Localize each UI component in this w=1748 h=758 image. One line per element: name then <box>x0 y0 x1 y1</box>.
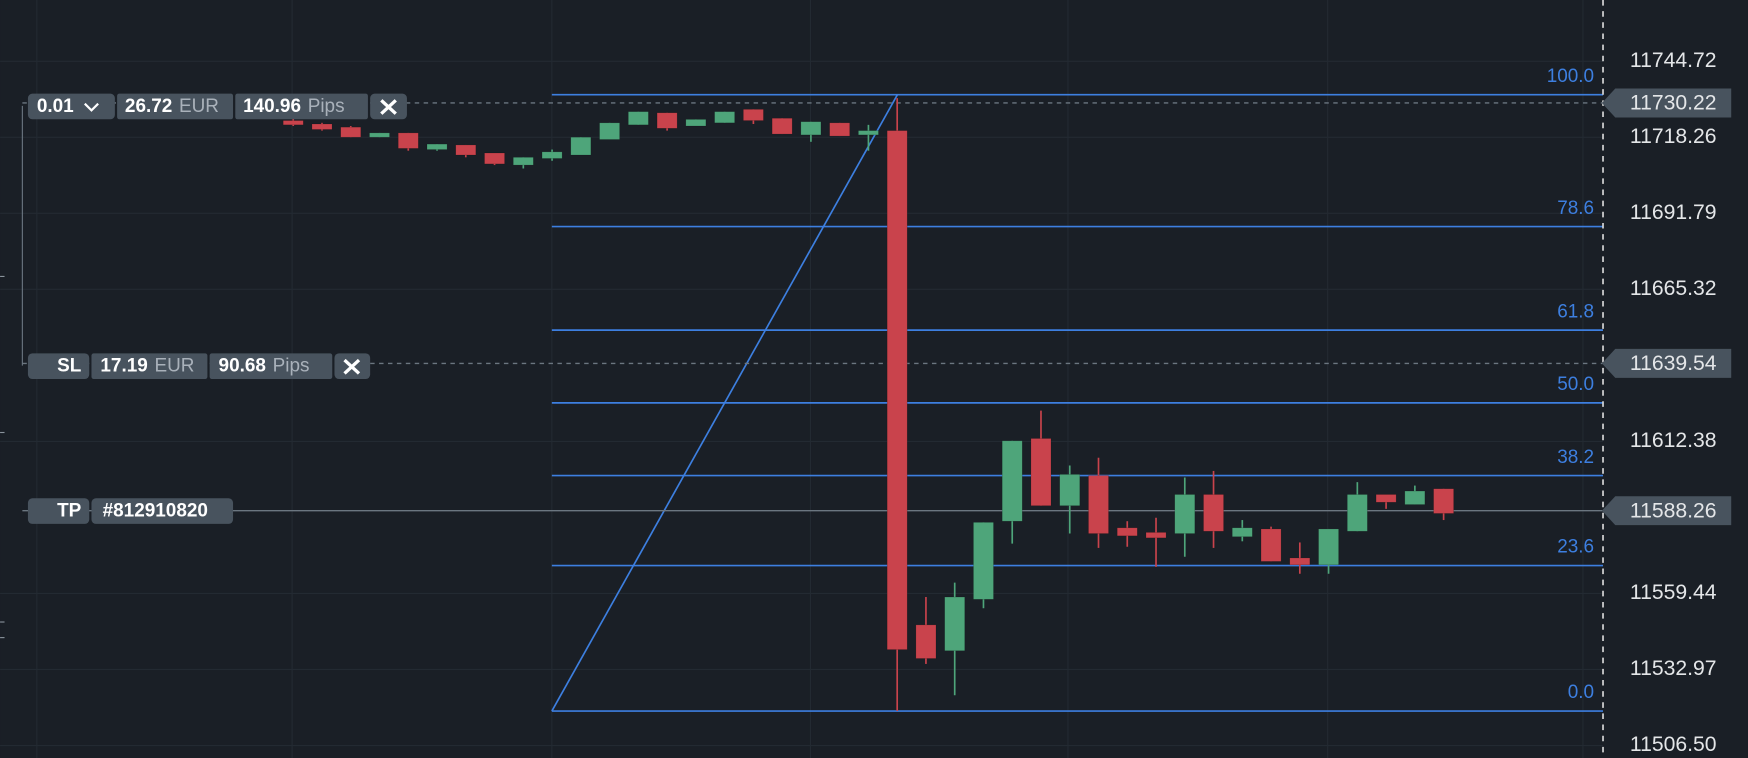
price-badge-label: 11639.54 <box>1630 352 1717 375</box>
candle-body <box>1059 474 1081 506</box>
tp-id: #812910820 <box>103 501 208 522</box>
y-tick-label: 11532.97 <box>1630 657 1717 680</box>
fib-level-label: 50.0 <box>1557 374 1594 395</box>
y-tick-label: 11691.79 <box>1630 201 1717 224</box>
fib-level-label: 78.6 <box>1557 198 1594 219</box>
candle-body <box>858 130 879 136</box>
candle-body <box>1088 475 1109 534</box>
profit-box <box>117 93 234 120</box>
price-badge <box>1601 88 1732 118</box>
sl-amount-value: 17.19 <box>100 356 147 377</box>
profit: 26.72 EUR <box>125 96 219 117</box>
profit-value: 26.72 <box>125 96 172 117</box>
candle-body <box>685 119 707 127</box>
pips: 140.96 Pips <box>243 96 344 117</box>
candle-body <box>455 144 477 156</box>
price-badge-label: 11730.22 <box>1630 92 1717 115</box>
candle-body <box>1404 490 1426 505</box>
candle-body <box>340 126 362 138</box>
candle-body <box>311 123 333 130</box>
candle-body <box>1433 488 1454 514</box>
candle-body <box>771 117 793 135</box>
y-tick-label: 11612.38 <box>1630 429 1717 452</box>
price-badge <box>1601 348 1732 378</box>
candle-body <box>1347 494 1368 532</box>
tp-id-box <box>91 498 234 524</box>
currency: EUR <box>179 96 219 117</box>
tp-box[interactable] <box>27 498 90 524</box>
y-tick-label: 11559.44 <box>1630 581 1717 604</box>
candles <box>282 98 1454 712</box>
candle-body <box>570 136 592 156</box>
sl-label: SL <box>57 356 81 377</box>
price-badge <box>1601 496 1732 526</box>
candle-body <box>397 132 419 149</box>
fib-level-label: 38.2 <box>1557 447 1594 468</box>
candle-body <box>1375 494 1397 503</box>
fib-level-label: 0.0 <box>1568 682 1594 703</box>
volume: 0.01 <box>37 96 74 117</box>
candle-body <box>743 109 764 121</box>
close-icon[interactable] <box>380 99 397 115</box>
candle-body <box>484 152 505 165</box>
candle-body <box>1318 528 1339 566</box>
candle-body <box>1260 528 1282 562</box>
candle-body <box>1001 440 1023 522</box>
price-badge-label: 11588.26 <box>1630 499 1717 522</box>
y-tick-label: 11506.50 <box>1630 733 1717 756</box>
pips-unit: Pips <box>308 96 345 117</box>
candle-body <box>944 596 966 652</box>
sl-pips-value: 90.68 <box>219 356 266 377</box>
y-tick-label: 11665.32 <box>1630 277 1717 300</box>
candle-body <box>1231 527 1253 537</box>
grid <box>0 0 1604 758</box>
candle-body <box>369 132 390 138</box>
candle-body <box>599 122 620 140</box>
fib-level-label: 61.8 <box>1557 301 1594 322</box>
candle-body <box>1030 438 1052 506</box>
tp-label: TP <box>57 501 81 522</box>
price-lines <box>22 102 1604 512</box>
position-order[interactable]: 0.01 26.72 EUR 140.96 Pips <box>27 93 407 120</box>
pips-unit: Pips <box>273 356 310 377</box>
sl-order[interactable]: SL 17.19 EUR 90.68 Pips <box>27 353 371 379</box>
sl-pips-box <box>209 353 333 379</box>
fib-level-label: 23.6 <box>1557 537 1594 558</box>
candle-body <box>1116 527 1138 537</box>
candle-body <box>800 121 822 136</box>
y-tick-label: 11744.72 <box>1630 49 1717 72</box>
candle-body <box>886 130 908 650</box>
tp-order[interactable]: TP #812910820 <box>27 498 234 524</box>
candle-body <box>541 151 563 159</box>
volume-box[interactable] <box>27 93 115 120</box>
y-tick-label: 11718.26 <box>1630 125 1717 148</box>
sl-amount: 17.19 EUR <box>100 356 194 377</box>
candle-body <box>714 111 735 124</box>
candle-body <box>426 143 448 150</box>
candle-body <box>628 111 649 126</box>
chevron[interactable] <box>84 102 99 112</box>
candle-body <box>1174 494 1196 534</box>
candle-body <box>973 522 994 600</box>
fib-level-label: 100.0 <box>1547 66 1594 87</box>
candle-body <box>1289 557 1311 566</box>
candle-body <box>1145 532 1167 539</box>
candle-body <box>915 624 937 659</box>
price-axis: 11506.50 11532.97 11559.44 11612.38 11665.32… <box>1601 49 1732 756</box>
candle-body <box>829 122 850 137</box>
pips-value: 140.96 <box>243 96 301 117</box>
currency: EUR <box>154 356 194 377</box>
candle-body <box>1203 494 1224 532</box>
sl-amount-box <box>91 353 208 379</box>
candle-body <box>656 112 678 129</box>
sl-box[interactable] <box>27 353 90 379</box>
candle-body <box>513 157 534 166</box>
close-icon[interactable] <box>343 358 361 375</box>
candle-body <box>282 120 304 126</box>
pips-box <box>235 93 368 120</box>
sl-pips: 90.68 Pips <box>219 356 310 377</box>
